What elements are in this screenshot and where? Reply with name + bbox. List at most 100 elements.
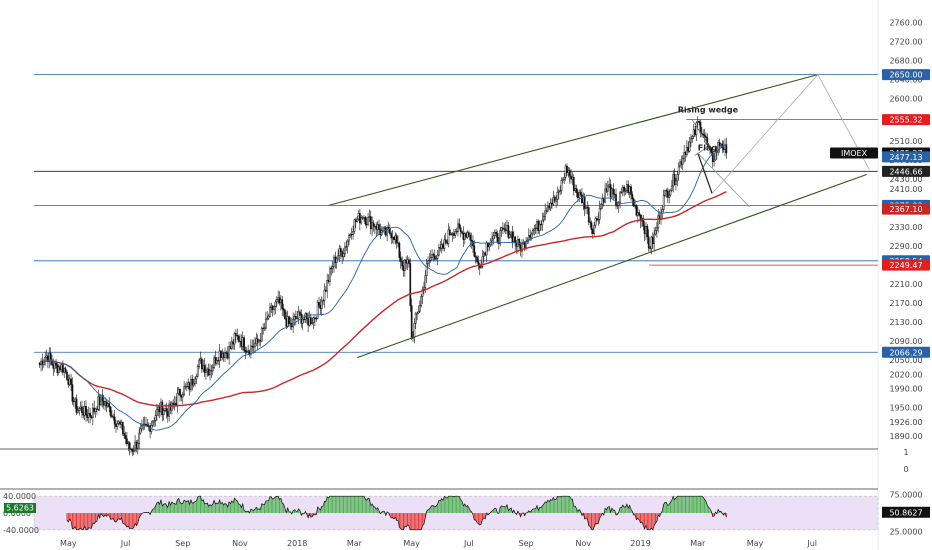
candle <box>307 318 309 326</box>
candle <box>504 228 507 231</box>
candle <box>169 403 172 411</box>
candle <box>446 241 448 244</box>
candle <box>101 395 104 402</box>
time-tick-label: Jul <box>120 539 131 548</box>
candle <box>346 240 349 247</box>
candle <box>77 410 79 413</box>
annotation-label: Flag <box>698 144 718 153</box>
candle <box>664 190 666 196</box>
symbol-badge: IMOEX <box>841 149 868 158</box>
candle <box>273 306 275 311</box>
candle <box>286 316 289 327</box>
candle <box>342 253 345 258</box>
candle <box>534 227 537 230</box>
candle <box>628 186 631 194</box>
candle <box>451 233 454 235</box>
candle <box>66 371 68 380</box>
candle <box>301 318 304 324</box>
candle <box>571 177 574 180</box>
candle <box>53 362 56 369</box>
candle <box>59 366 62 371</box>
candle <box>89 413 91 417</box>
candle <box>477 261 480 265</box>
candle <box>40 360 42 366</box>
candle <box>199 358 202 361</box>
candle <box>572 177 575 191</box>
candle <box>718 142 721 147</box>
candle <box>613 193 616 195</box>
candle <box>398 242 401 258</box>
candle <box>354 219 357 222</box>
candle <box>476 256 478 263</box>
candle <box>609 184 612 198</box>
candle <box>514 236 517 244</box>
candle <box>559 190 562 192</box>
candle <box>403 259 406 271</box>
candle <box>695 122 698 135</box>
candle <box>180 395 183 398</box>
candle <box>228 346 230 359</box>
candle <box>691 136 694 139</box>
price-tick-label: 2210.00 <box>889 280 922 289</box>
candle <box>270 305 273 308</box>
candle <box>661 209 664 214</box>
candle <box>645 225 647 235</box>
candle <box>418 305 421 312</box>
candle <box>611 188 613 198</box>
oscillator-right-tick: 25.0000 <box>889 527 922 536</box>
candle <box>593 224 596 234</box>
price-tick-label: 2130.00 <box>889 318 922 327</box>
candle <box>417 311 420 314</box>
time-tick-label: 2018 <box>287 539 307 548</box>
candle <box>429 257 432 261</box>
price-badge: 2477.13 <box>889 153 922 162</box>
candle <box>285 318 288 327</box>
candle <box>92 407 94 418</box>
candle <box>600 203 602 209</box>
candle <box>365 223 368 225</box>
candle <box>679 161 681 167</box>
candle <box>582 197 585 204</box>
candle <box>484 252 487 256</box>
candle <box>462 232 465 240</box>
candle <box>391 236 394 239</box>
candle <box>443 239 446 249</box>
price-tick-label: 2720.00 <box>889 37 922 46</box>
candle <box>579 192 582 196</box>
candle <box>295 316 297 319</box>
candle <box>151 421 154 426</box>
candle <box>536 221 538 229</box>
candle <box>262 327 265 329</box>
candle <box>680 161 683 165</box>
candle <box>211 366 214 372</box>
mid-tick-label: 0 <box>903 465 908 474</box>
candle <box>350 233 353 236</box>
candle <box>438 247 440 256</box>
candle <box>269 307 271 317</box>
candle <box>121 422 124 434</box>
drawing-tools[interactable]: Rising wedge Flag <box>328 73 870 359</box>
candle <box>662 195 665 210</box>
candle <box>566 165 568 173</box>
candle <box>440 244 443 249</box>
candle <box>725 144 728 154</box>
candle <box>581 194 583 204</box>
candle <box>90 415 93 418</box>
candle <box>705 136 707 138</box>
candle <box>567 170 570 173</box>
candle <box>439 247 442 249</box>
price-tick-label: 1926.00 <box>889 418 922 427</box>
candle <box>639 214 642 222</box>
candle <box>420 296 423 306</box>
annotation-label: Rising wedge <box>678 106 739 115</box>
candle <box>271 305 274 311</box>
candle <box>116 423 119 427</box>
candle <box>453 233 455 236</box>
candle <box>410 305 413 339</box>
candle <box>52 364 55 369</box>
candle <box>173 403 176 405</box>
candle <box>638 212 641 216</box>
candle <box>97 396 100 410</box>
candle <box>665 190 668 192</box>
